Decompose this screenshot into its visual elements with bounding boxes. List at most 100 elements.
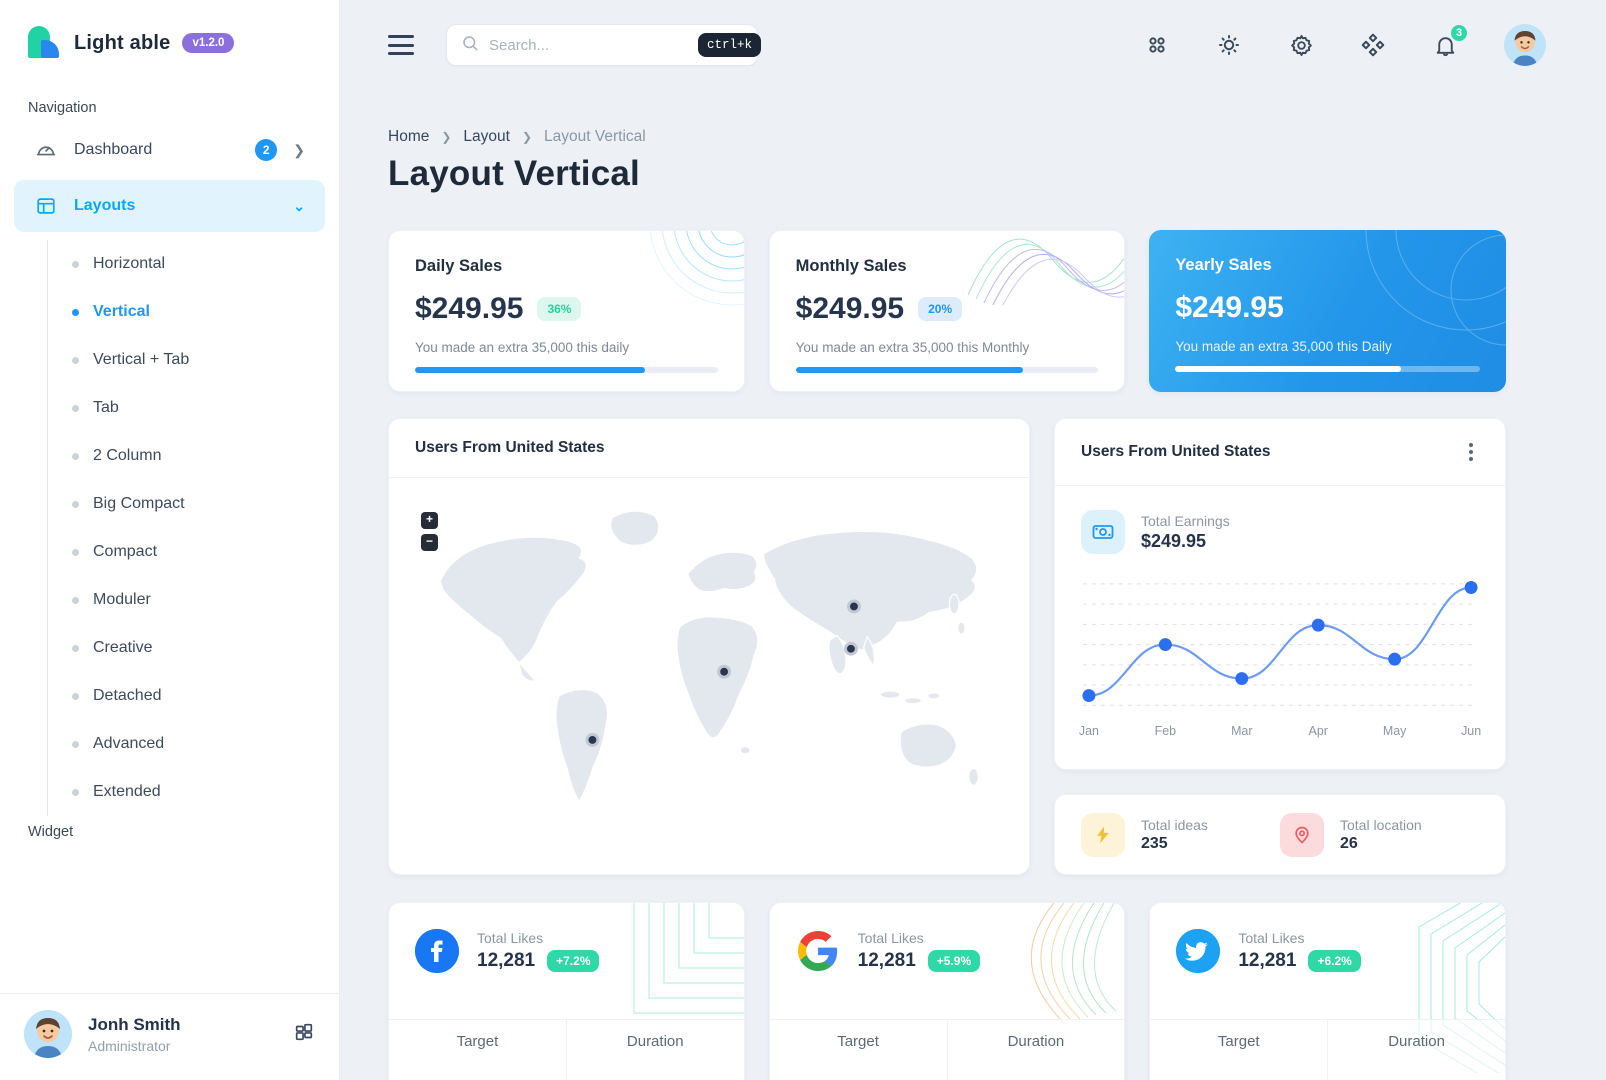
sidebar-item-label: Layouts xyxy=(74,197,136,214)
map-zoom-controls: + − xyxy=(421,512,438,551)
kebab-menu-icon[interactable] xyxy=(1463,439,1479,465)
sales-amount: $249.95 xyxy=(1175,291,1284,324)
target-label: Target xyxy=(1150,1020,1329,1080)
x-axis-label: Apr xyxy=(1309,724,1328,738)
breadcrumb: Home ❯ Layout ❯ Layout Vertical xyxy=(388,128,1506,146)
bullet-icon xyxy=(72,260,79,268)
brand[interactable]: Light able v1.2.0 xyxy=(0,0,339,70)
submenu-label: Detached xyxy=(93,687,162,704)
x-axis-label: Mar xyxy=(1231,724,1252,738)
layouts-submenu: Horizontal Vertical Vertical + Tab Tab 2… xyxy=(47,240,339,816)
percent-badge: 20% xyxy=(918,297,963,321)
sidebar-section-widget: Widget xyxy=(28,824,74,840)
profile-avatar[interactable] xyxy=(1504,24,1546,66)
menu-toggle-icon[interactable] xyxy=(388,35,414,55)
settings-gear-icon[interactable] xyxy=(1288,32,1314,58)
apps-grid-icon[interactable] xyxy=(1144,32,1170,58)
card-title: Users From United States xyxy=(1081,443,1271,460)
likes-value: 12,281 xyxy=(857,950,916,971)
modules-diamond-icon[interactable] xyxy=(1360,32,1386,58)
main-area: ctrl+k xyxy=(340,0,1606,1080)
breadcrumb-layout[interactable]: Layout xyxy=(463,128,510,145)
chart-point[interactable] xyxy=(1388,652,1402,666)
facebook-likes-card: Total Likes 12,281 +7.2% Target Duration xyxy=(388,902,745,1080)
submenu-item-2-column[interactable]: 2 Column xyxy=(48,432,339,480)
total-earnings: Total Earnings $249.95 xyxy=(1055,486,1505,560)
submenu-item-compact[interactable]: Compact xyxy=(48,528,339,576)
submenu-item-vertical-tab[interactable]: Vertical + Tab xyxy=(48,336,339,384)
breadcrumb-separator-icon: ❯ xyxy=(521,130,533,144)
chevron-right-icon: ❯ xyxy=(293,141,305,158)
bullet-icon xyxy=(72,596,79,604)
submenu-item-moduler[interactable]: Moduler xyxy=(48,576,339,624)
chart-point[interactable] xyxy=(1235,672,1249,686)
widgets-grid-icon[interactable] xyxy=(293,1021,315,1048)
notification-count-badge: 3 xyxy=(1449,23,1469,43)
submenu-label: Big Compact xyxy=(93,495,185,512)
submenu-item-advanced[interactable]: Advanced xyxy=(48,720,339,768)
notifications-bell-icon[interactable]: 3 xyxy=(1432,23,1469,58)
sidebar-item-label: Dashboard xyxy=(74,141,153,158)
bullet-icon xyxy=(72,548,79,556)
progress-fill xyxy=(1175,366,1401,372)
speedometer-icon xyxy=(34,138,58,162)
sales-row: Daily Sales $249.95 36% You made an extr… xyxy=(388,230,1506,392)
search-box[interactable]: ctrl+k xyxy=(446,24,762,66)
stat-value: 26 xyxy=(1340,834,1358,852)
chart-point[interactable] xyxy=(1311,618,1325,632)
submenu-item-creative[interactable]: Creative xyxy=(48,624,339,672)
target-label: Target xyxy=(770,1020,948,1080)
sidebar: Light able v1.2.0 Navigation Dashboard 2… xyxy=(0,0,340,1080)
zoom-in-button[interactable]: + xyxy=(421,512,438,529)
progress-fill xyxy=(415,367,646,373)
submenu-item-tab[interactable]: Tab xyxy=(48,384,339,432)
chart-point[interactable] xyxy=(1158,638,1172,652)
chart-point[interactable] xyxy=(1082,689,1096,703)
submenu-label: Vertical + Tab xyxy=(93,351,190,368)
progress-bar xyxy=(415,367,718,373)
submenu-item-vertical[interactable]: Vertical xyxy=(48,288,339,336)
submenu-label: Compact xyxy=(93,543,158,560)
google-likes-card: Total Likes 12,281 +5.9% Target Duration xyxy=(768,902,1126,1080)
topbar: ctrl+k xyxy=(340,0,1606,90)
map-marker[interactable] xyxy=(847,599,861,614)
bullet-icon xyxy=(72,356,79,364)
submenu-label: Horizontal xyxy=(93,255,166,272)
card-footer: Target Duration xyxy=(1150,1019,1505,1080)
likes-label: Total Likes xyxy=(857,930,924,946)
theme-sun-icon[interactable] xyxy=(1216,32,1242,58)
total-location: Total location 26 xyxy=(1280,812,1479,857)
world-map[interactable]: + − xyxy=(389,478,1029,874)
map-marker[interactable] xyxy=(585,733,600,747)
bullet-icon xyxy=(72,692,79,700)
sidebar-item-layouts[interactable]: Layouts ⌄ xyxy=(14,180,325,232)
submenu-item-horizontal[interactable]: Horizontal xyxy=(48,240,339,288)
sidebar-section-navigation: Navigation xyxy=(28,100,97,116)
stat-label: Total ideas xyxy=(1141,816,1208,833)
sidebar-user-panel[interactable]: Jonh Smith Administrator xyxy=(0,993,339,1080)
middle-row: Users From United States + − xyxy=(388,418,1506,875)
submenu-item-detached[interactable]: Detached xyxy=(48,672,339,720)
submenu-item-extended[interactable]: Extended xyxy=(48,768,339,816)
percent-badge: 36% xyxy=(537,297,582,321)
user-name: Jonh Smith xyxy=(88,1014,181,1034)
breadcrumb-home[interactable]: Home xyxy=(388,128,430,145)
submenu-label: Extended xyxy=(93,783,161,800)
map-marker[interactable] xyxy=(843,641,858,656)
page-title: Layout Vertical xyxy=(388,154,640,193)
chart-point[interactable] xyxy=(1464,581,1478,594)
facebook-icon xyxy=(415,929,459,973)
duration-label: Duration xyxy=(626,1033,684,1050)
chart-area: Jan Feb Mar Apr May Jun xyxy=(1055,560,1505,769)
earnings-value: $249.95 xyxy=(1141,530,1207,551)
submenu-item-big-compact[interactable]: Big Compact xyxy=(48,480,339,528)
google-icon xyxy=(796,929,840,973)
dashboard-count-badge: 2 xyxy=(255,139,278,161)
map-marker[interactable] xyxy=(717,664,732,679)
right-column: Users From United States xyxy=(1054,418,1506,875)
zoom-out-button[interactable]: − xyxy=(421,534,438,551)
sidebar-item-dashboard[interactable]: Dashboard 2 ❯ xyxy=(14,124,325,176)
search-icon xyxy=(461,34,479,57)
search-input[interactable] xyxy=(489,36,688,54)
sales-amount: $249.95 xyxy=(795,292,905,325)
